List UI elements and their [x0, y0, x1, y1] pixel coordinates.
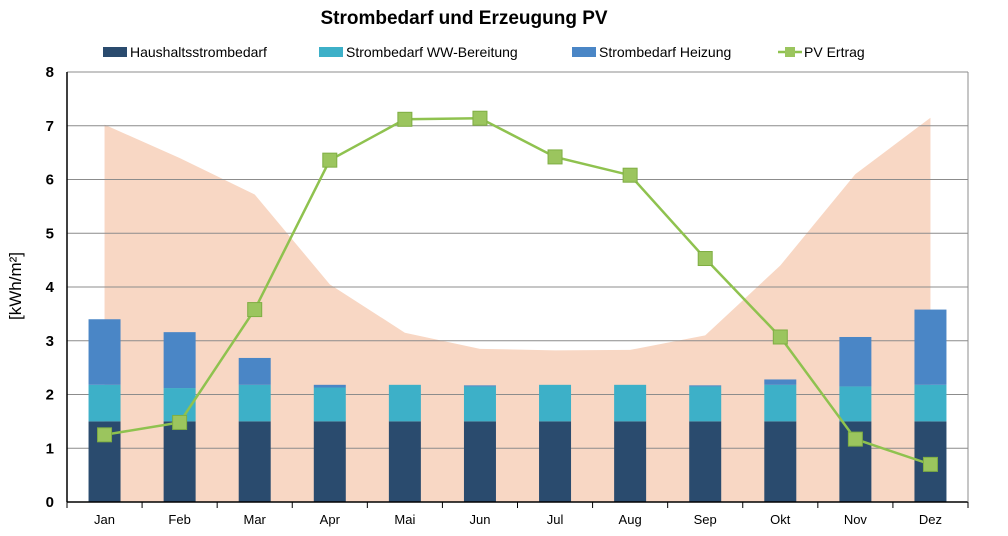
legend-label: Haushaltsstrombedarf	[130, 44, 267, 60]
bar-segment	[388, 384, 421, 422]
pv-marker	[922, 456, 938, 472]
bar-segment	[614, 421, 647, 502]
bar-segment	[614, 384, 647, 422]
pv-line	[104, 116, 931, 466]
pv-marker	[622, 167, 638, 183]
x-tick-label: Okt	[770, 512, 791, 527]
bar-segment	[163, 332, 196, 389]
bar-segment	[463, 386, 496, 422]
pv-marker	[322, 152, 338, 168]
y-tick-label: 4	[46, 279, 55, 296]
pv-marker	[697, 251, 713, 267]
legend-swatch	[572, 47, 596, 57]
legend-marker-swatch	[785, 47, 795, 57]
plot-area: 0 1 2 3 4 5 6 7 8 Jan Feb Mar Apr Mai Jun Jul Aug Sep Okt N…	[46, 64, 969, 527]
x-tick-label: Mar	[244, 512, 267, 527]
legend-label: PV Ertrag	[804, 44, 865, 60]
x-tick-label: Mai	[394, 512, 415, 527]
bar-segment	[313, 421, 346, 502]
x-tick-label: Dez	[919, 512, 942, 527]
bar-segment	[163, 421, 196, 502]
bar-segment	[539, 384, 572, 422]
y-tick-label: 1	[46, 440, 54, 457]
bar-segment	[839, 386, 872, 422]
bar-segment	[689, 386, 722, 422]
pv-marker	[397, 111, 413, 127]
x-tick-label: Sep	[694, 512, 717, 527]
pv-marker	[172, 414, 188, 430]
chart-title: Strombedarf und Erzeugung PV	[320, 8, 607, 29]
bar-segment	[764, 379, 797, 385]
bar-segment	[238, 421, 271, 502]
bar-segment	[313, 384, 346, 388]
legend-swatch	[319, 47, 343, 57]
bar-segment	[88, 384, 121, 422]
bar-segment	[88, 319, 121, 385]
pv-marker	[547, 149, 563, 165]
bar-segment	[764, 421, 797, 502]
y-tick-label: 0	[46, 494, 54, 511]
bar-segment	[313, 387, 346, 422]
pv-marker	[472, 110, 488, 126]
y-tick-label: 2	[46, 387, 54, 404]
x-tick-label: Jul	[547, 512, 564, 527]
bar-segment	[689, 385, 722, 387]
x-tick-label: Apr	[320, 512, 341, 527]
legend-label: Strombedarf Heizung	[599, 44, 731, 60]
pv-marker	[97, 427, 113, 443]
y-axis-title: [kWh/m²]	[6, 252, 25, 320]
bar-segment	[539, 421, 572, 502]
x-tick-label: Jan	[94, 512, 115, 527]
y-tick-label: 3	[46, 333, 54, 350]
bar-segment	[463, 421, 496, 502]
y-tick-label: 6	[46, 172, 54, 189]
bar-segment	[388, 421, 421, 502]
bar-segment	[238, 357, 271, 385]
pv-marker	[772, 329, 788, 345]
bar-segment	[238, 384, 271, 422]
y-tick-label: 7	[46, 118, 54, 135]
legend-label: Strombedarf WW-Bereitung	[346, 44, 518, 60]
x-tick-label: Feb	[168, 512, 190, 527]
legend-swatch	[103, 47, 127, 57]
y-tick-label: 5	[46, 225, 54, 242]
bar-segment	[463, 385, 496, 387]
bar-segment	[689, 421, 722, 502]
legend: Haushaltsstrombedarf Strombedarf WW-Berei…	[103, 44, 865, 60]
bar-segment	[764, 384, 797, 422]
pv-marker	[247, 302, 263, 318]
bar-segment	[839, 336, 872, 387]
y-tick-label: 8	[46, 64, 54, 81]
pv-marker	[847, 431, 863, 447]
bar-segment	[914, 309, 947, 385]
bar-segment	[914, 384, 947, 422]
x-tick-label: Jun	[469, 512, 490, 527]
x-tick-label: Aug	[619, 512, 642, 527]
x-tick-label: Nov	[844, 512, 868, 527]
